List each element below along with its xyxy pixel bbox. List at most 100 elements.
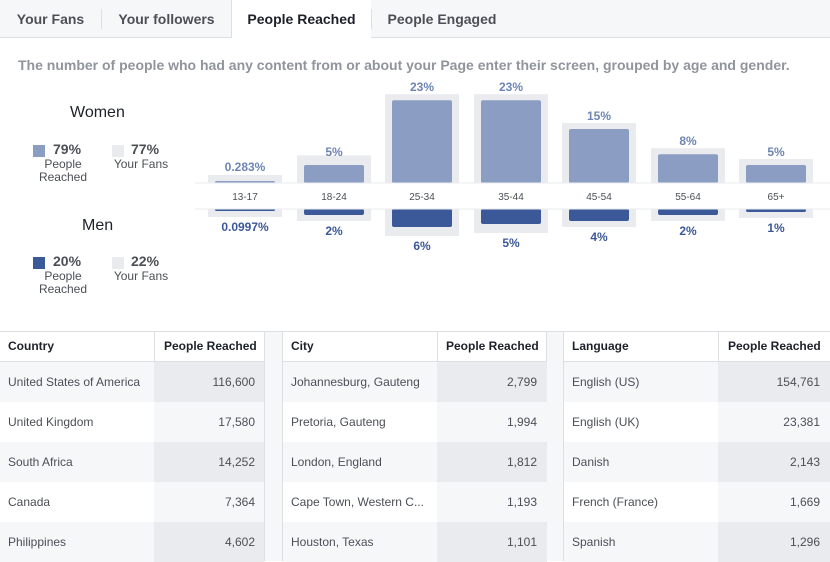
- age-tick-label: 35-44: [498, 192, 524, 203]
- men-data-label: 2%: [325, 224, 343, 238]
- city-name: Cape Town, Western C...: [291, 495, 424, 509]
- table-row: Danish 2,143: [564, 442, 830, 482]
- women-fans-label: Your Fans: [113, 157, 169, 171]
- women-data-label: 5%: [767, 145, 785, 159]
- country-value-header[interactable]: People Reached: [164, 339, 257, 353]
- language-value-header[interactable]: People Reached: [728, 339, 821, 353]
- men-reached-label: People Reached: [38, 269, 88, 296]
- language-table: Language People Reached English (US) 154,…: [563, 332, 830, 562]
- men-data-label: 2%: [679, 224, 697, 238]
- men-data-label: 6%: [413, 239, 431, 253]
- fans-women-bar: [208, 175, 282, 183]
- header-value-cell: People Reached: [718, 332, 830, 361]
- women-data-label: 23%: [499, 80, 523, 94]
- men-reached-pct: 20%: [53, 253, 82, 269]
- age-gender-chart: 13-17 0.283% 0.0997% 18-24 5% 2% 25-34 23% 6% 35-…: [195, 80, 830, 253]
- language-value: 23,381: [783, 415, 820, 429]
- city-name: Johannesburg, Gauteng: [291, 375, 420, 389]
- table-row: French (France) 1,669: [564, 482, 830, 522]
- women-bar: [569, 129, 629, 183]
- country-name: United States of America: [8, 375, 141, 389]
- men-data-label: 5%: [502, 236, 520, 250]
- header-value-cell: People Reached: [437, 332, 547, 361]
- women-data-label: 15%: [587, 109, 611, 123]
- tab-people-engaged[interactable]: People Engaged: [387, 11, 497, 27]
- fans-men-bar: [208, 209, 282, 217]
- table-gap: [547, 332, 563, 561]
- men-bar: [304, 209, 364, 215]
- language-name: English (UK): [572, 415, 640, 429]
- tab-divider: [371, 9, 372, 29]
- age-tick-label: 55-64: [675, 192, 701, 203]
- tab-your-followers[interactable]: Your followers: [118, 11, 215, 27]
- table-row: Philippines 4,602: [0, 522, 264, 562]
- women-title: Women: [70, 104, 125, 121]
- women-data-label: 8%: [679, 134, 697, 148]
- men-bar: [746, 209, 806, 212]
- city-value: 1,994: [506, 415, 537, 429]
- tab-your-fans[interactable]: Your Fans: [16, 11, 85, 27]
- fans-men-bar: [739, 209, 813, 218]
- city-table: City People Reached Johannesburg, Gauten…: [282, 332, 547, 562]
- women-bar: [304, 165, 364, 183]
- city-value: 1,101: [506, 535, 537, 549]
- women-reached-pct: 79%: [53, 141, 82, 157]
- table-header: Language People Reached: [564, 332, 830, 362]
- women-reached-label: People Reached: [38, 157, 88, 184]
- country-table: Country People Reached United States of …: [0, 332, 265, 562]
- table-row: South Africa 14,252: [0, 442, 264, 482]
- men-bar: [569, 209, 629, 221]
- country-value: 17,580: [218, 415, 255, 429]
- women-data-label: 23%: [410, 80, 434, 94]
- language-value: 1,296: [789, 535, 820, 549]
- women-bar: [746, 165, 806, 183]
- men-bar: [392, 209, 452, 227]
- men-title: Men: [82, 217, 114, 234]
- country-name: Canada: [8, 495, 51, 509]
- men-data-label: 4%: [590, 230, 608, 244]
- women-bar: [392, 100, 452, 183]
- age-tick-label: 25-34: [409, 192, 435, 203]
- age-tick-label: 45-54: [586, 192, 612, 203]
- language-value: 1,669: [789, 495, 820, 509]
- city-name: London, England: [291, 455, 382, 469]
- women-fans-pct: 77%: [131, 141, 160, 157]
- men-bar: [658, 209, 718, 215]
- country-value: 14,252: [218, 455, 255, 469]
- header-value-cell: People Reached: [154, 332, 264, 361]
- table-row: London, England 1,812: [283, 442, 547, 482]
- city-name: Houston, Texas: [291, 535, 374, 549]
- table-row: Johannesburg, Gauteng 2,799: [283, 362, 547, 402]
- table-row: English (UK) 23,381: [564, 402, 830, 442]
- table-header: City People Reached: [283, 332, 546, 362]
- language-value: 154,761: [776, 375, 820, 389]
- men-bar: [481, 209, 541, 224]
- city-header[interactable]: City: [291, 339, 314, 353]
- table-row: English (US) 154,761: [564, 362, 830, 402]
- table-row: Canada 7,364: [0, 482, 264, 522]
- men-fans-label: Your Fans: [113, 269, 169, 283]
- men-swatch: [33, 257, 45, 269]
- men-data-label: 1%: [767, 221, 785, 235]
- country-header[interactable]: Country: [8, 339, 54, 353]
- age-tick-label: 13-17: [232, 192, 258, 203]
- tab-people-reached[interactable]: People Reached: [232, 0, 371, 39]
- table-gap: [265, 332, 282, 561]
- table-row: Houston, Texas 1,101: [283, 522, 547, 562]
- country-name: Philippines: [8, 535, 67, 549]
- country-name: South Africa: [8, 455, 73, 469]
- language-value: 2,143: [789, 455, 820, 469]
- city-value: 2,799: [506, 375, 537, 389]
- table-header: Country People Reached: [0, 332, 264, 362]
- country-value: 7,364: [224, 495, 255, 509]
- language-name: Danish: [572, 455, 610, 469]
- language-header[interactable]: Language: [572, 339, 629, 353]
- city-value-header[interactable]: People Reached: [446, 339, 539, 353]
- women-fans-swatch: [112, 145, 124, 157]
- table-row: Spanish 1,296: [564, 522, 830, 562]
- age-tick-label: 18-24: [321, 192, 347, 203]
- country-name: United Kingdom: [8, 415, 94, 429]
- men-fans-pct: 22%: [131, 253, 160, 269]
- chart-description: The number of people who had any content…: [18, 57, 790, 73]
- age-axis-band: [195, 183, 830, 209]
